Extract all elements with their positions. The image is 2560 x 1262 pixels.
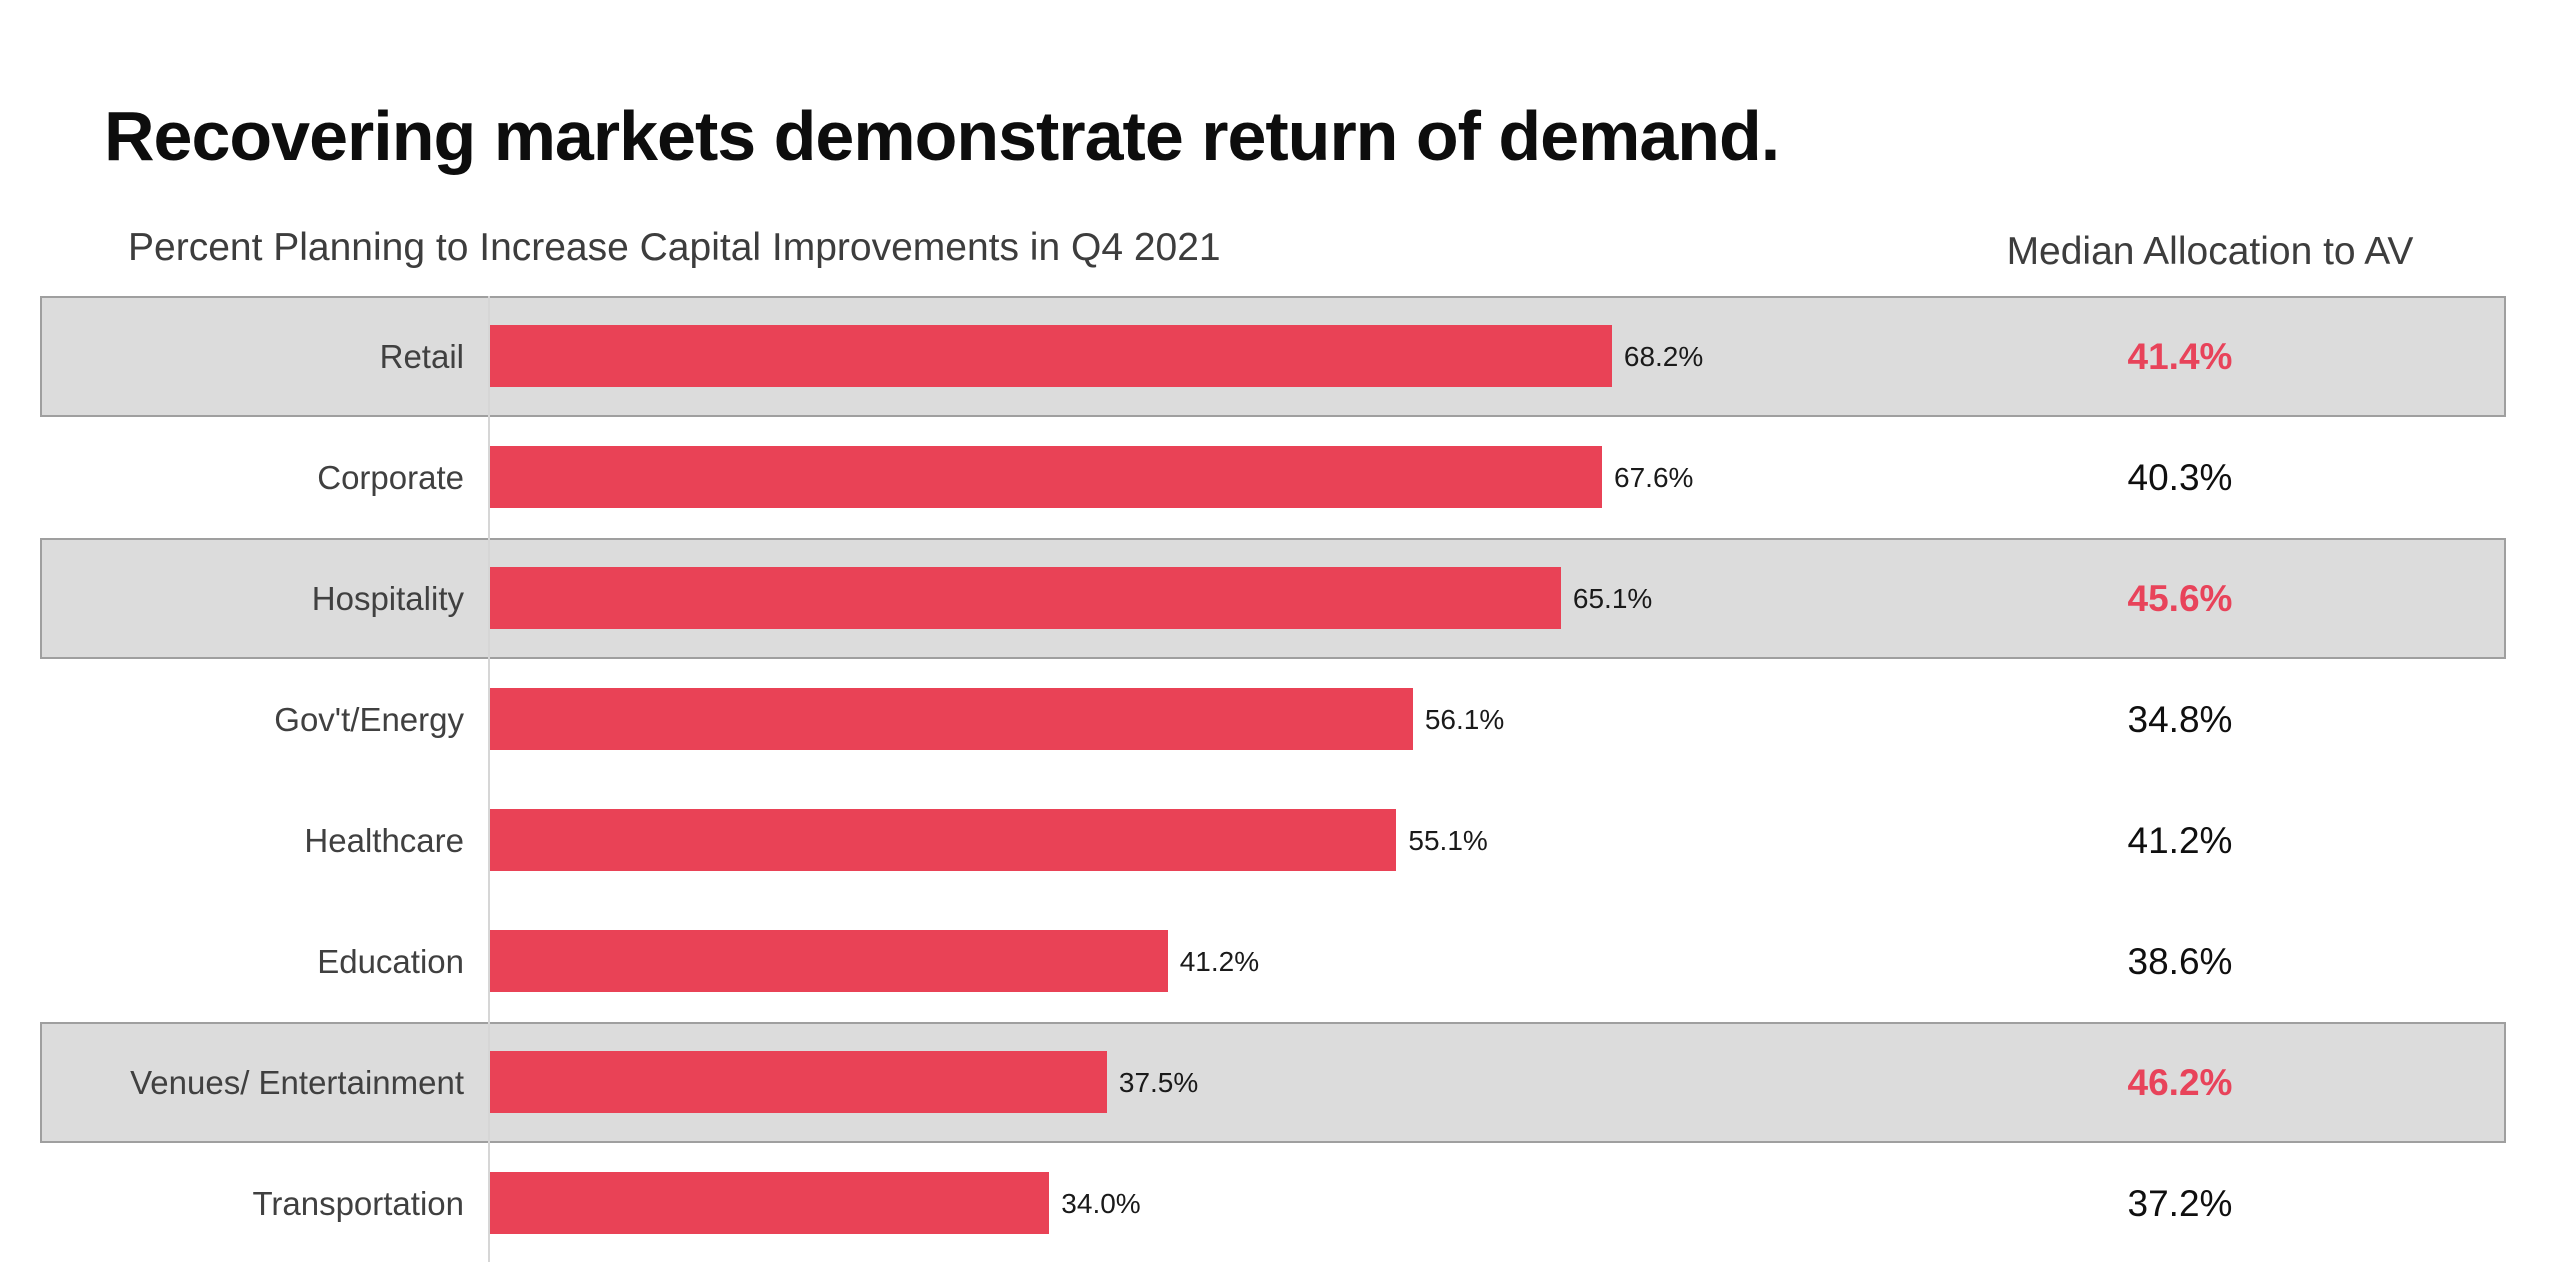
median-allocation-value: 41.4% [2127, 336, 2233, 377]
bar [490, 567, 1561, 629]
bar-value-label: 34.0% [1061, 1188, 1141, 1219]
bar [490, 688, 1413, 750]
table-row: Healthcare 55.1% 41.2% [40, 780, 2506, 901]
category-label: Retail [379, 338, 464, 375]
table-row: Corporate 67.6% 40.3% [40, 417, 2506, 538]
table-row: Retail 68.2% 41.4% [40, 296, 2506, 417]
median-allocation-value: 38.6% [2127, 941, 2233, 982]
chart-subtitle-left: Percent Planning to Increase Capital Imp… [128, 226, 1221, 269]
median-allocation-value: 40.3% [2127, 457, 2233, 498]
bar [490, 1051, 1107, 1113]
bar-value-label: 67.6% [1614, 462, 1694, 493]
category-label: Venues/ Entertainment [130, 1064, 464, 1101]
table-row: Hospitality 65.1% 45.6% [40, 538, 2506, 659]
category-label: Corporate [317, 459, 464, 496]
category-label: Hospitality [311, 580, 464, 617]
bar [490, 809, 1397, 871]
median-allocation-value: 46.2% [2127, 1062, 2233, 1103]
bar [490, 446, 1603, 508]
median-allocation-value: 41.2% [2127, 820, 2233, 861]
bar-value-label: 65.1% [1572, 583, 1653, 614]
axis-baseline [488, 296, 490, 1262]
bar-value-label: 37.5% [1118, 1067, 1199, 1098]
category-label: Transportation [252, 1185, 464, 1222]
chart-rows: Retail 68.2% 41.4% Corporate 67.6% 40.3% Hospi… [40, 296, 2506, 1262]
category-label: Gov't/Energy [274, 701, 464, 738]
table-row: Venues/ Entertainment 37.5% 46.2% [40, 1022, 2506, 1143]
bar [490, 930, 1168, 992]
page-title: Recovering markets demonstrate return of… [104, 97, 1780, 175]
bar-value-label: 68.2% [1623, 341, 1704, 372]
chart-subtitle-right: Median Allocation to AV [2006, 230, 2414, 273]
table-row: Transportation 34.0% 37.2% [40, 1143, 2506, 1262]
bar-value-label: 56.1% [1424, 704, 1505, 735]
median-allocation-value: 45.6% [2127, 578, 2233, 619]
median-allocation-value: 37.2% [2127, 1183, 2233, 1224]
median-allocation-value: 34.8% [2127, 699, 2233, 740]
category-label: Healthcare [304, 822, 464, 859]
category-label: Education [317, 943, 464, 980]
bar [490, 1172, 1050, 1234]
bar-value-label: 55.1% [1408, 825, 1488, 856]
table-row: Education 41.2% 38.6% [40, 901, 2506, 1022]
bar-value-label: 41.2% [1179, 946, 1260, 977]
table-row: Gov't/Energy 56.1% 34.8% [40, 659, 2506, 780]
bar [490, 325, 1612, 387]
